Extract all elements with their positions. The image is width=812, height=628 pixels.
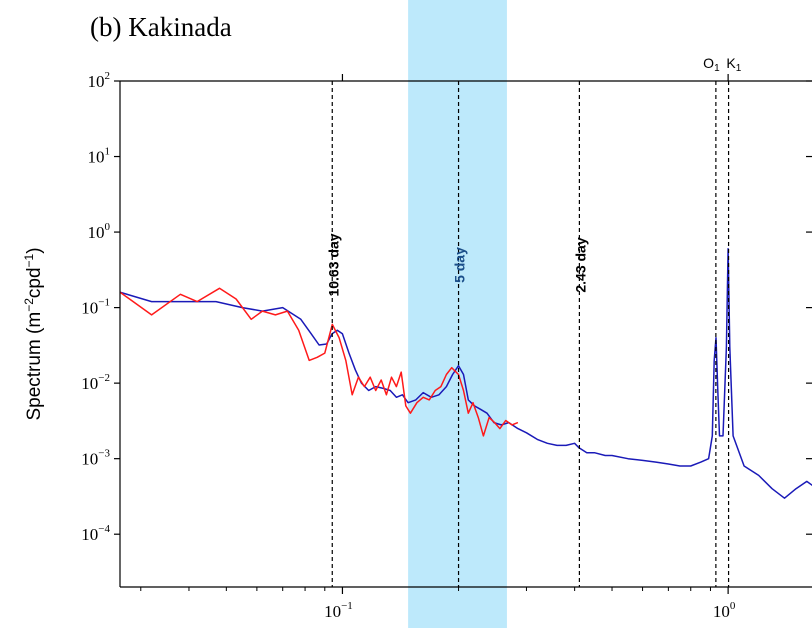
y-tick-label: 10−1 <box>81 297 110 318</box>
period-label: 2.43 day <box>572 237 588 292</box>
constituent-subscript: 1 <box>736 63 742 74</box>
y-axis-label-end: ) <box>24 247 45 253</box>
chart-title: (b) Kakinada <box>90 12 232 42</box>
shaded-band-layer <box>408 0 507 628</box>
series-layer <box>120 248 812 499</box>
y-tick-label: 10−2 <box>81 372 110 393</box>
constituent-name: K <box>726 55 736 71</box>
y-tick-label: 100 <box>88 221 111 242</box>
y-tick-label: 10−4 <box>81 523 110 544</box>
y-axis-label-base: Spectrum (m <box>24 312 45 421</box>
y-axis-label: Spectrum (m−2cpd−1) <box>22 247 45 420</box>
y-axis-label-mid: cpd <box>24 267 45 298</box>
period-label: 10.63 day <box>325 233 341 296</box>
y-tick-label: 101 <box>88 146 111 167</box>
series-line-2 <box>120 287 519 437</box>
y-axis-label-exp2: −1 <box>22 253 36 267</box>
y-tick-label: 102 <box>88 70 111 91</box>
five-day-band <box>408 0 507 628</box>
constituent-label: O1 <box>703 55 720 74</box>
period-label: 5 day <box>452 247 468 283</box>
constituent-subscript: 1 <box>714 63 720 74</box>
constituent-label: K1 <box>726 55 741 74</box>
axes-layer: 102 101 100 10−1 10−2 10−3 10−4 10−1 100 <box>81 70 812 621</box>
y-axis-label-exp1: −2 <box>22 298 36 312</box>
x-tick-label: 10−1 <box>324 600 353 621</box>
x-tick-label: 100 <box>713 600 736 621</box>
series-line-1 <box>120 248 812 499</box>
y-tick-label: 10−3 <box>81 448 110 469</box>
constituent-name: O <box>703 55 714 71</box>
